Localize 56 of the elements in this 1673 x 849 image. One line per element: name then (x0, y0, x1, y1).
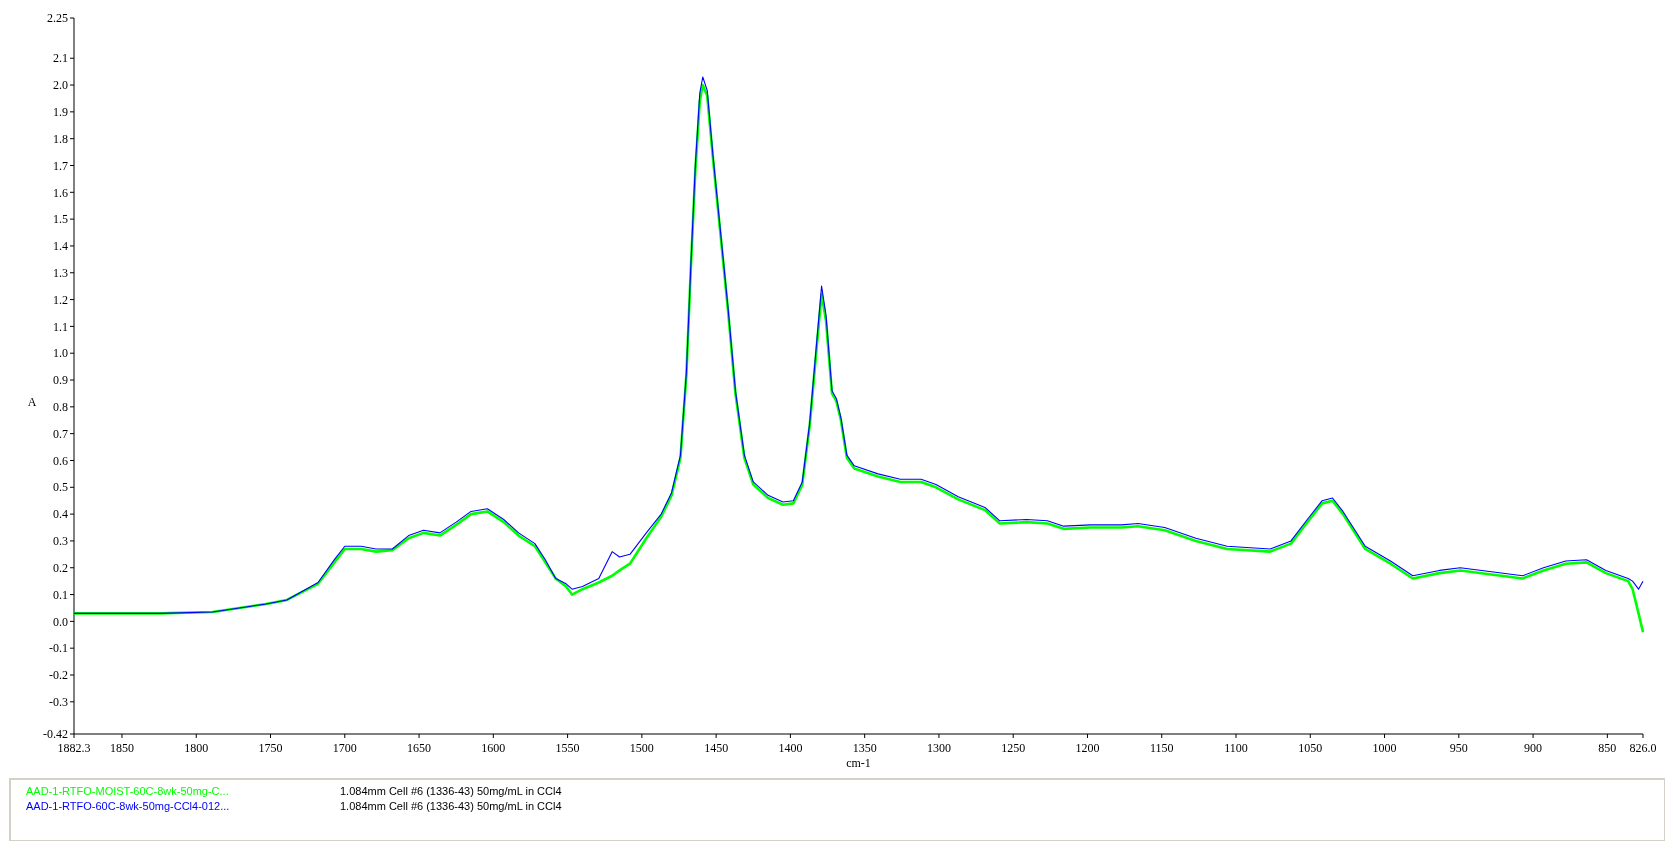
y-tick-label: 1.7 (53, 158, 68, 173)
x-tick-label: 1450 (704, 741, 729, 755)
y-tick-label: -0.3 (49, 695, 68, 710)
y-tick-label: 1.6 (53, 185, 68, 200)
x-tick-label: 850 (1598, 741, 1617, 755)
x-tick-label: 1250 (1001, 741, 1026, 755)
y-tick-label: 0.9 (53, 373, 68, 388)
text: 1.084mm Cell #6 (1336-43) 50mg/mL in CCl4 (340, 800, 562, 812)
x-tick-label: 1200 (1075, 741, 1100, 755)
y-tick-label: 2.25 (47, 11, 68, 26)
y-tick-label: 0.1 (53, 587, 68, 602)
x-tick-label: 1882.3 (57, 741, 91, 755)
y-tick-label: 0.8 (53, 400, 68, 415)
x-tick-label: 1050 (1298, 741, 1323, 755)
x-tick-label: 1350 (852, 741, 877, 755)
x-tick-label: 1000 (1372, 741, 1397, 755)
x-tick-label: 1800 (184, 741, 209, 755)
y-axis-title: A (27, 395, 37, 409)
text: AAD-1-RTFO-60C-8wk-50mg-CCl4-012... (26, 800, 230, 812)
y-tick-label: 0.3 (53, 534, 68, 549)
y-tick-label: 1.5 (53, 212, 68, 227)
x-tick-label: 950 (1449, 741, 1468, 755)
x-tick-label: 1550 (555, 741, 580, 755)
x-tick-label: 1500 (629, 741, 654, 755)
x-tick-label: 900 (1524, 741, 1543, 755)
y-tick-label: -0.1 (49, 641, 68, 656)
y-tick-label: -0.42 (43, 727, 68, 742)
y-tick-label: 0.7 (53, 426, 68, 441)
y-tick-label: 1.9 (53, 105, 68, 120)
y-tick-label: 1.8 (53, 131, 68, 146)
text: 1.084mm Cell #6 (1336-43) 50mg/mL in CCl4 (340, 785, 562, 797)
y-tick-label: 2.1 (53, 51, 68, 66)
text: AAD-1-RTFO-MOIST-60C-8wk-50mg-C... (26, 785, 229, 797)
x-axis-title: cm-1 (846, 756, 871, 770)
y-tick-label: 2.0 (53, 78, 68, 93)
y-tick-label: 0.4 (53, 507, 68, 522)
y-tick-label: 1.2 (53, 292, 68, 307)
y-tick-label: 1.0 (53, 346, 68, 361)
y-tick-label: 0.6 (53, 453, 68, 468)
x-tick-label: 1100 (1224, 741, 1248, 755)
x-tick-label: 826.0 (1629, 741, 1657, 755)
x-tick-label: 1700 (332, 741, 357, 755)
y-tick-label: 0.2 (53, 560, 68, 575)
y-tick-label: 1.4 (53, 239, 68, 254)
x-tick-label: 1650 (407, 741, 432, 755)
x-tick-label: 1150 (1149, 741, 1174, 755)
y-tick-label: 1.1 (53, 319, 68, 334)
x-tick-label: 1600 (481, 741, 506, 755)
x-tick-label: 1750 (258, 741, 283, 755)
y-tick-label: -0.2 (49, 668, 68, 683)
y-tick-label: 1.3 (53, 265, 68, 280)
x-tick-label: 1400 (778, 741, 803, 755)
x-tick-label: 1850 (109, 741, 134, 755)
x-tick-label: 1300 (926, 741, 951, 755)
y-tick-label: 0.0 (53, 614, 68, 629)
y-tick-label: 0.5 (53, 480, 68, 495)
